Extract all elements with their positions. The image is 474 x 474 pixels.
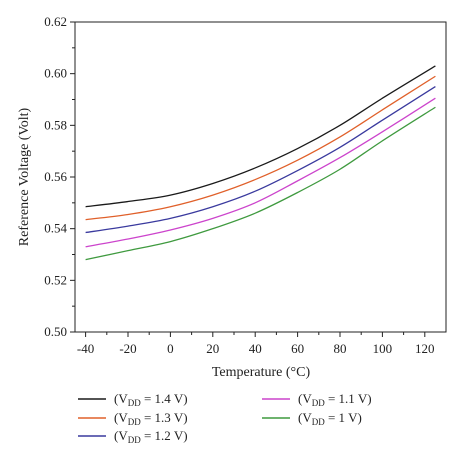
legend-item: (VDD = 1.1 V) xyxy=(262,391,372,408)
y-tick-label: 0.58 xyxy=(44,117,67,132)
y-tick-label: 0.56 xyxy=(44,169,67,184)
x-tick-label: 60 xyxy=(291,341,304,356)
x-tick-label: 40 xyxy=(249,341,262,356)
legend-item: (VDD = 1.4 V) xyxy=(78,391,188,408)
x-tick-label: 0 xyxy=(167,341,174,356)
series-line xyxy=(85,86,436,234)
x-tick-label: 120 xyxy=(415,341,435,356)
legend-label: (VDD = 1 V) xyxy=(298,410,362,427)
x-tick-label: -40 xyxy=(77,341,94,356)
y-tick-label: 0.62 xyxy=(44,14,67,29)
series-lines xyxy=(85,65,436,261)
legend-label: (VDD = 1.4 V) xyxy=(114,391,188,408)
legend-label: (VDD = 1.2 V) xyxy=(114,428,188,445)
legend-item: (VDD = 1.3 V) xyxy=(78,410,188,427)
series-line xyxy=(85,65,436,208)
x-tick-label: 80 xyxy=(334,341,347,356)
legend-label: (VDD = 1.1 V) xyxy=(298,391,372,408)
axes: 0.50 0.52 0.54 0.56 0.58 0.60 0.62 -40 -20 0 20 40 6… xyxy=(44,14,447,356)
y-tick-label: 0.54 xyxy=(44,221,67,236)
x-tick-label: 20 xyxy=(206,341,219,356)
series-line xyxy=(85,75,436,221)
legend-label: (VDD = 1.3 V) xyxy=(114,410,188,427)
legend-item: (VDD = 1.2 V) xyxy=(78,428,188,445)
x-tick-label: -20 xyxy=(119,341,136,356)
series-line xyxy=(85,106,436,261)
y-tick-label: 0.50 xyxy=(44,324,67,339)
legend: (VDD = 1.4 V) (VDD = 1.3 V)(VDD = 1.2 V) (… xyxy=(78,391,372,445)
y-tick-label: 0.52 xyxy=(44,272,67,287)
legend-item: (VDD = 1 V) xyxy=(262,410,362,427)
series-line xyxy=(85,97,436,248)
x-axis-title: Temperature (°C) xyxy=(212,365,311,380)
y-axis-title: Reference Voltage (Volt) xyxy=(17,107,32,246)
y-tick-label: 0.60 xyxy=(44,66,67,81)
x-tick-label: 100 xyxy=(373,341,393,356)
